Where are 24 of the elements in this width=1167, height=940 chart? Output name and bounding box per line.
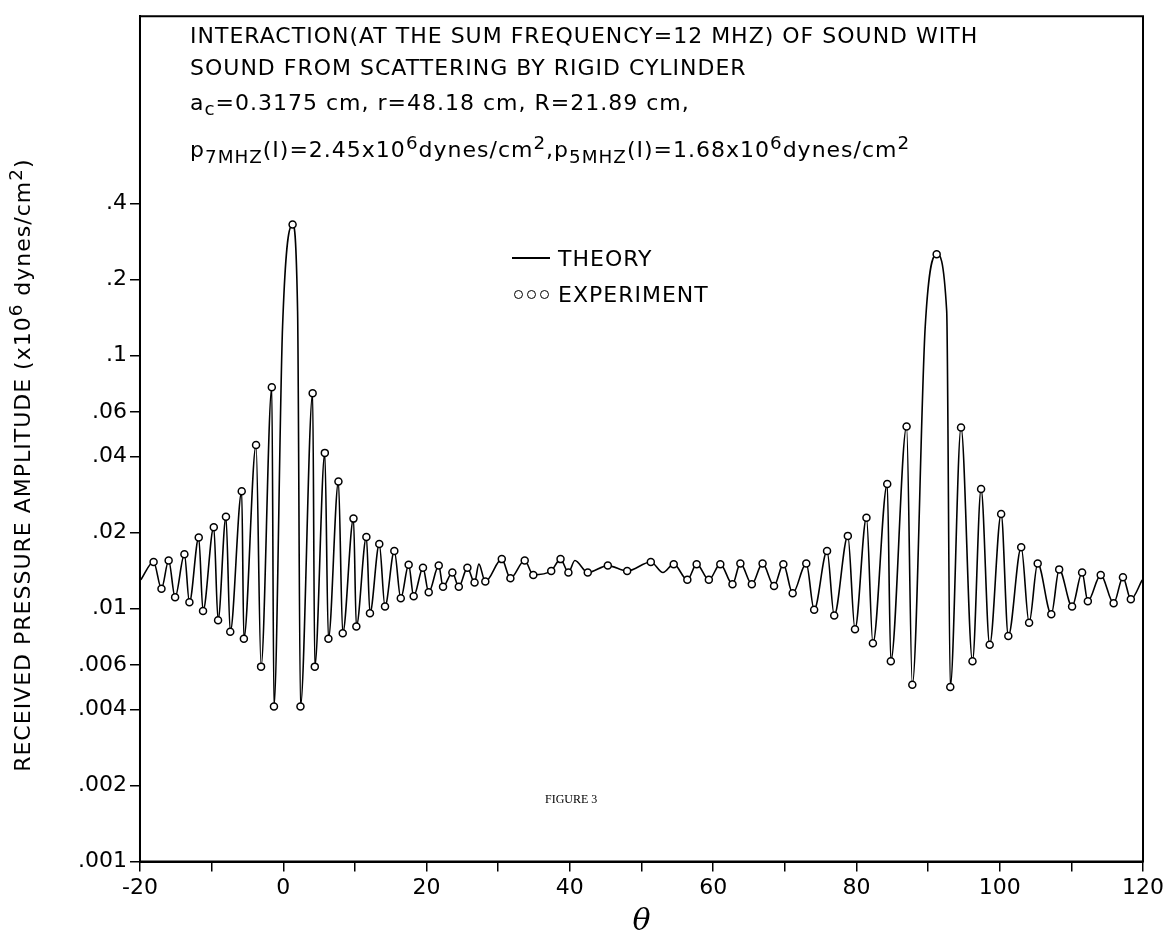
legend-label: THEORY [558, 245, 653, 271]
x-tick-label: 120 [1122, 873, 1164, 899]
x-tick-label: -20 [122, 873, 158, 899]
y-tick-label: .02 [91, 518, 127, 544]
x-tick-label: 100 [978, 873, 1021, 899]
x-tick-label: 80 [842, 873, 871, 899]
y-tick-label: .006 [78, 650, 127, 676]
y-tick-label: .4 [105, 189, 127, 215]
x-tick-label: 20 [412, 873, 441, 899]
y-tick-label: .01 [91, 594, 127, 620]
y-tick-label: .004 [78, 695, 127, 721]
annotation: FIGURE 3 [545, 792, 598, 807]
y-tick-label: .002 [78, 771, 127, 797]
y-tick-label: .2 [105, 265, 127, 291]
y-tick-label: .1 [105, 341, 127, 367]
y-tick-label: .06 [91, 397, 127, 423]
x-tick-label: 60 [699, 873, 728, 899]
x-tick-label: 0 [276, 873, 291, 899]
text: a$_{c}$=0.3175 cm, r=48.18 cm, R=21.89 cm, p$_{7MHZ}$(I)=2.45x10$^{6}$dynes/cm$^{2}$,p$_{5MHZ}$(I)=1.68x10$^{6}$dynes/cm$^{2}$ [190, 90, 911, 168]
y-tick-label: .001 [78, 847, 127, 873]
x-axis-title: θ [632, 901, 651, 937]
x-tick-label: 40 [555, 873, 584, 899]
legend-label: EXPERIMENT [558, 281, 709, 307]
y-tick-label: .04 [91, 442, 127, 468]
